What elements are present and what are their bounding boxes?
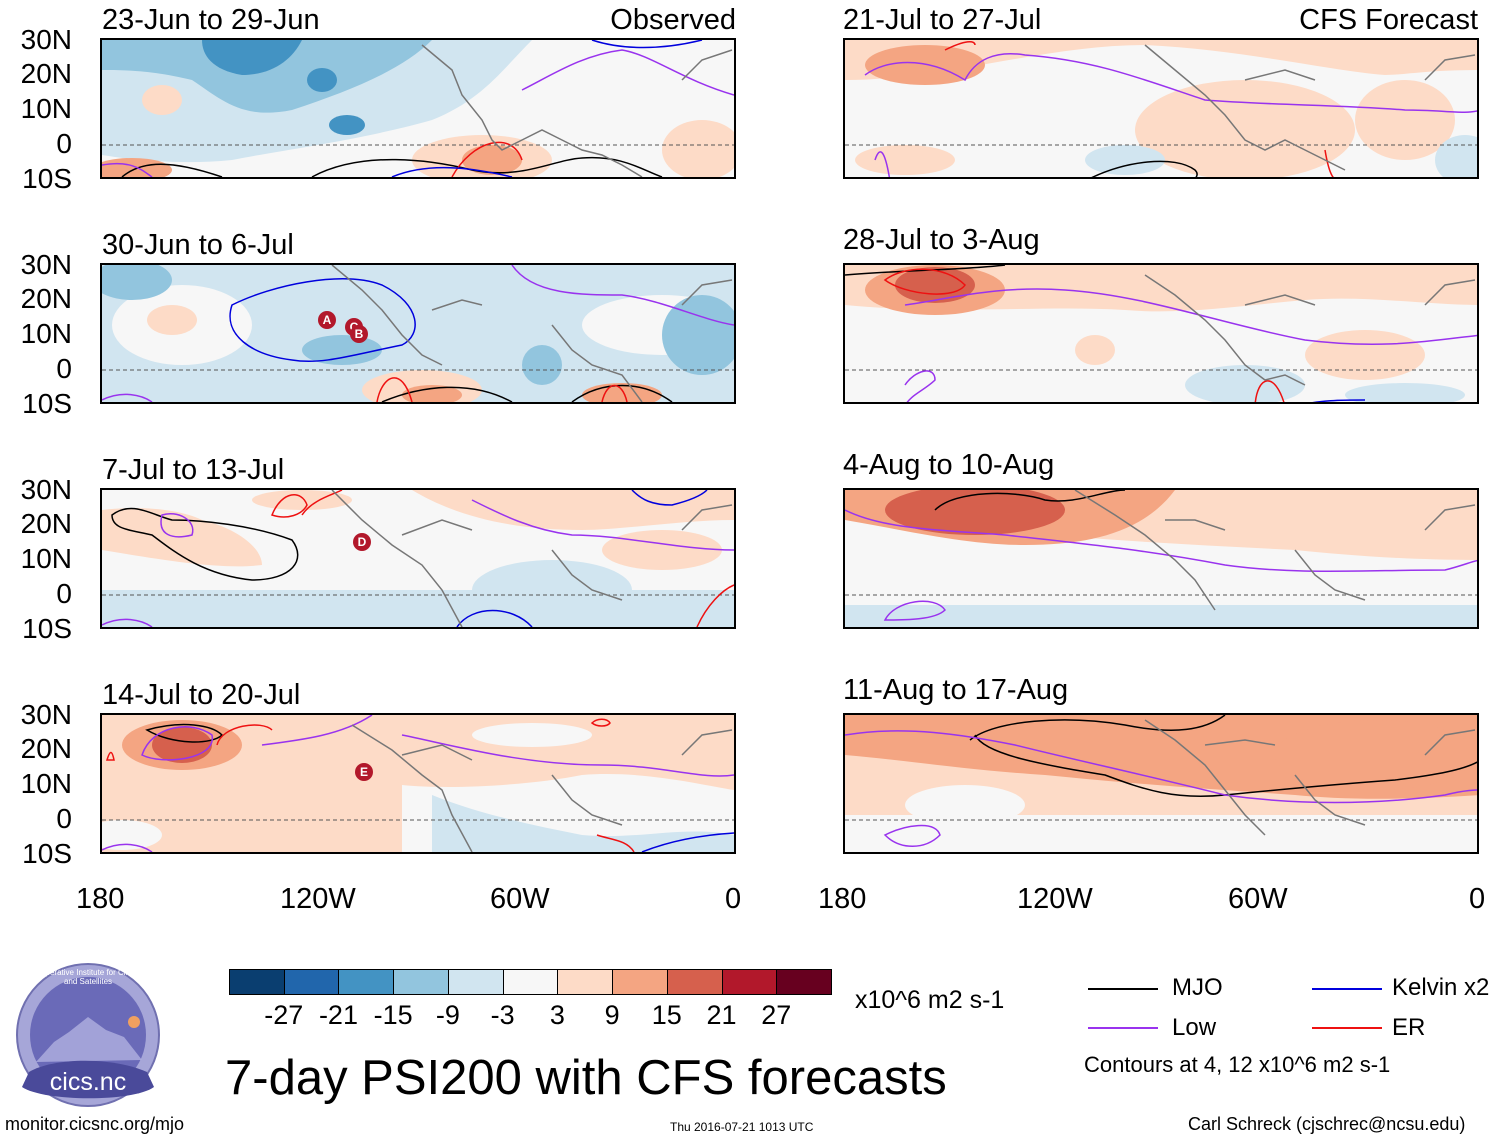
colorbar-swatch: [447, 969, 504, 995]
colorbar-tick-label: 3: [549, 1000, 565, 1030]
colorbar-tick-label: 21: [706, 1000, 737, 1030]
storm-marker-d: D: [353, 533, 371, 551]
colorbar-swatch: [283, 969, 340, 995]
colorbar-swatch: [502, 969, 559, 995]
panel-title-5: 21-Jul to 27-Jul: [843, 4, 1042, 36]
observed-tag: Observed: [610, 4, 736, 36]
panel-title-1: 23-Jun to 29-Jun: [102, 4, 320, 36]
lat-label-row1-2: 10N: [20, 93, 72, 124]
legend-label-low: Low: [1172, 1014, 1217, 1041]
lat-label-row2-0: 30N: [20, 249, 72, 280]
legend-line-low: [1088, 1027, 1158, 1029]
colorbar-swatch: [229, 969, 285, 995]
lat-label-row4-0: 30N: [20, 699, 72, 730]
lon-label-120w-right: 120W: [1017, 883, 1093, 915]
colorbar-swatch: [721, 969, 778, 995]
lon-label-180-left: 180: [76, 883, 125, 915]
map-panel-1: [100, 38, 736, 179]
panel-title-8: 11-Aug to 17-Aug: [843, 674, 1069, 706]
lat-label-row3-3: 0: [56, 578, 72, 609]
map-panel-5: [843, 38, 1479, 179]
legend-label-er: ER: [1392, 1014, 1426, 1041]
map-panel-4: E: [100, 713, 736, 854]
map-panel-7: [843, 488, 1479, 629]
legend-line-kelvin: [1312, 988, 1382, 990]
panel-title-3: 7-Jul to 13-Jul: [102, 454, 285, 486]
panel-title-6: 28-Jul to 3-Aug: [843, 224, 1040, 256]
colorbar-tick-label: -21: [318, 1000, 358, 1030]
map-panel-2: A C B: [100, 263, 736, 404]
cfs-forecast-tag: CFS Forecast: [1299, 4, 1478, 36]
main-title: 7-day PSI200 with CFS forecasts: [225, 1051, 947, 1105]
lat-label-row2-1: 20N: [20, 283, 72, 314]
panel-title-7: 4-Aug to 10-Aug: [843, 449, 1055, 481]
panel-title-2: 30-Jun to 6-Jul: [102, 229, 294, 261]
lat-label-row3-1: 20N: [20, 508, 72, 539]
contours-note: Contours at 4, 12 x10^6 m2 s-1: [1084, 1052, 1391, 1077]
lat-label-row4-4: 10S: [22, 838, 72, 869]
lon-label-120w-left: 120W: [280, 883, 356, 915]
lat-label-row4-2: 10N: [20, 768, 72, 799]
storm-marker-b: B: [350, 325, 368, 343]
logo-arc-text: Cooperative Institute for Climate and Sa…: [30, 968, 146, 986]
logo-text: cics.nc: [49, 1068, 127, 1096]
colorbar-tick-label: 15: [651, 1000, 682, 1030]
legend-line-er: [1312, 1027, 1382, 1029]
lat-label-row3-4: 10S: [22, 613, 72, 644]
storm-marker-a: A: [318, 311, 336, 329]
lon-label-0-left: 0: [725, 883, 742, 915]
colorbar: [229, 969, 832, 995]
lat-label-row1-3: 0: [56, 128, 72, 159]
map-panel-6: [843, 263, 1479, 404]
colorbar-swatch: [776, 969, 832, 995]
storm-marker-e: E: [355, 763, 373, 781]
colorbar-swatch: [393, 969, 449, 995]
lat-label-row1-1: 20N: [20, 58, 72, 89]
lon-label-60w-left: 60W: [490, 883, 550, 915]
lon-label-0-right: 0: [1469, 883, 1486, 915]
colorbar-units: x10^6 m2 s-1: [855, 986, 1005, 1014]
lat-label-row2-4: 10S: [22, 388, 72, 419]
legend-label-kelvin: Kelvin x2: [1392, 974, 1490, 1001]
lat-label-row3-0: 30N: [20, 474, 72, 505]
lat-label-row2-2: 10N: [20, 318, 72, 349]
colorbar-swatch: [612, 969, 668, 995]
lat-label-row4-3: 0: [56, 803, 72, 834]
lat-label-row3-2: 10N: [20, 543, 72, 574]
lat-label-row4-1: 20N: [20, 733, 72, 764]
map-panel-3: D: [100, 488, 736, 629]
lat-label-row1-4: 10S: [22, 163, 72, 194]
legend-label-mjo: MJO: [1172, 974, 1223, 1001]
colorbar-swatch: [338, 969, 395, 995]
website-link[interactable]: monitor.cicsnc.org/mjo: [5, 1114, 185, 1134]
colorbar-ticks: -27 -21 -15 -9 -3 3 9 15 21 27: [229, 1000, 831, 1030]
lon-label-180-right: 180: [818, 883, 867, 915]
author-credit: Carl Schreck (cjschrec@ncsu.edu): [1188, 1114, 1466, 1134]
map-panel-8: [843, 713, 1479, 854]
colorbar-tick-label: -15: [373, 1000, 413, 1030]
colorbar-tick-label: -9: [435, 1000, 460, 1030]
timestamp: Thu 2016-07-21 1013 UTC: [670, 1120, 814, 1134]
colorbar-tick-label: 27: [761, 1000, 792, 1030]
colorbar-tick-label: -3: [490, 1000, 515, 1030]
lon-label-60w-right: 60W: [1228, 883, 1288, 915]
colorbar-tick-label: 9: [604, 1000, 620, 1030]
colorbar-swatch: [557, 969, 614, 995]
cicsnc-logo: Cooperative Institute for Climate and Sa…: [14, 962, 162, 1108]
colorbar-tick-label: -27: [264, 1000, 304, 1030]
lat-label-row2-3: 0: [56, 353, 72, 384]
colorbar-swatch: [666, 969, 723, 995]
legend-line-mjo: [1088, 988, 1158, 990]
lat-label-row1-0: 30N: [20, 24, 72, 55]
panel-title-4: 14-Jul to 20-Jul: [102, 679, 301, 711]
